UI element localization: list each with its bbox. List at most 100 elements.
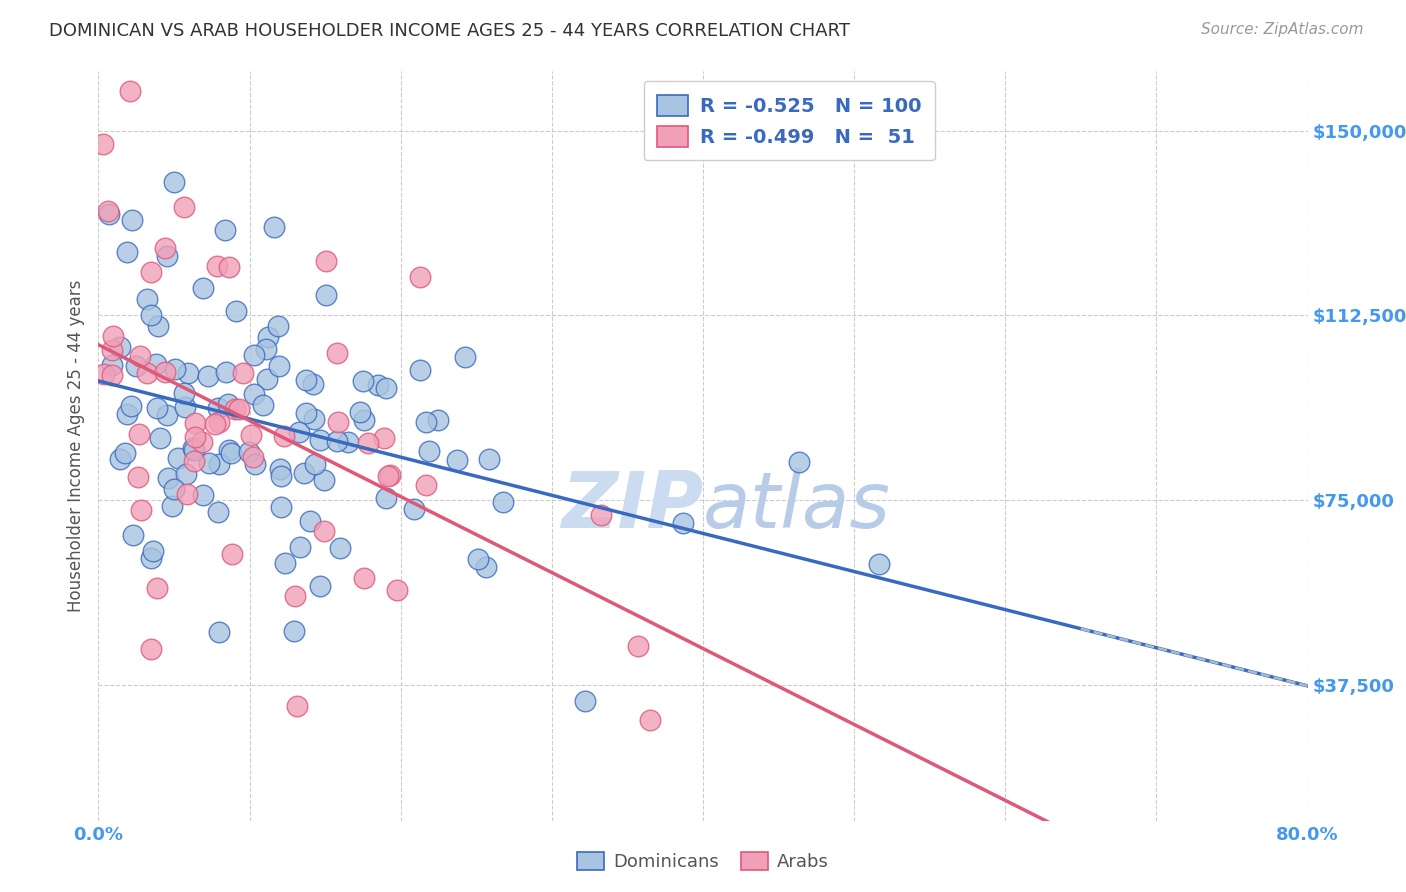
Point [242, 450, 264, 464]
Y-axis label: Householder Income Ages 25 - 44 years: Householder Income Ages 25 - 44 years [66, 280, 84, 612]
Point [183, 454, 205, 468]
Point [157, 470, 180, 484]
Point [208, 415, 231, 429]
Point [252, 398, 274, 412]
Point [207, 505, 229, 519]
Text: atlas: atlas [703, 468, 891, 544]
Point [243, 348, 266, 362]
Point [353, 413, 375, 427]
Point [214, 365, 236, 379]
Point [267, 359, 290, 373]
Point [181, 441, 204, 455]
Point [446, 452, 468, 467]
Point [273, 428, 295, 442]
Point [139, 265, 162, 279]
Point [404, 502, 426, 516]
Point [315, 254, 337, 268]
Point [208, 457, 231, 471]
Point [218, 442, 240, 457]
Point [283, 624, 305, 638]
Point [153, 241, 176, 255]
Point [163, 482, 186, 496]
Point [304, 458, 326, 472]
Point [101, 343, 124, 358]
Point [492, 494, 515, 508]
Point [205, 260, 228, 274]
Point [176, 487, 198, 501]
Point [409, 363, 432, 377]
Point [467, 551, 489, 566]
Point [409, 269, 432, 284]
Legend: R = -0.525   N = 100, R = -0.499   N =  51: R = -0.525 N = 100, R = -0.499 N = 51 [644, 81, 935, 161]
Point [214, 223, 236, 237]
Point [308, 434, 330, 448]
Point [156, 408, 179, 422]
Point [427, 413, 450, 427]
Point [191, 281, 214, 295]
Point [315, 288, 337, 302]
Point [329, 541, 352, 555]
Point [127, 470, 149, 484]
Point [108, 451, 131, 466]
Point [115, 407, 138, 421]
Point [219, 446, 242, 460]
Point [225, 304, 247, 318]
Point [256, 330, 278, 344]
Point [221, 547, 243, 561]
Point [353, 571, 375, 585]
Point [197, 368, 219, 383]
Point [135, 367, 157, 381]
Point [349, 405, 371, 419]
Point [238, 445, 260, 459]
Point [295, 406, 318, 420]
Point [129, 503, 152, 517]
Point [173, 201, 195, 215]
Point [292, 467, 315, 481]
Point [228, 401, 250, 416]
Point [301, 376, 323, 391]
Point [574, 693, 596, 707]
Point [418, 443, 440, 458]
Point [120, 399, 142, 413]
Text: ZIP: ZIP [561, 468, 703, 544]
Point [589, 508, 612, 522]
Point [183, 417, 205, 431]
Point [243, 386, 266, 401]
Point [142, 544, 165, 558]
Point [245, 457, 267, 471]
Point [141, 309, 163, 323]
Point [224, 401, 246, 416]
Point [270, 500, 292, 514]
Point [207, 401, 229, 415]
Point [328, 416, 350, 430]
Point [101, 358, 124, 372]
Point [267, 319, 290, 334]
Point [174, 401, 197, 415]
Point [378, 468, 401, 483]
Point [638, 713, 661, 727]
Point [114, 446, 136, 460]
Point [367, 378, 389, 392]
Point [269, 461, 291, 475]
Point [183, 443, 205, 458]
Point [124, 359, 146, 373]
Point [326, 345, 349, 359]
Point [146, 582, 169, 596]
Point [177, 366, 200, 380]
Point [156, 249, 179, 263]
Point [149, 431, 172, 445]
Point [218, 260, 240, 274]
Point [274, 556, 297, 570]
Point [176, 467, 198, 481]
Point [352, 374, 374, 388]
Point [128, 349, 150, 363]
Text: Source: ZipAtlas.com: Source: ZipAtlas.com [1201, 22, 1364, 37]
Point [98, 207, 121, 221]
Point [93, 367, 115, 381]
Point [146, 401, 169, 416]
Point [373, 432, 395, 446]
Point [115, 245, 138, 260]
Point [787, 455, 810, 469]
Point [97, 203, 120, 218]
Point [191, 434, 214, 449]
